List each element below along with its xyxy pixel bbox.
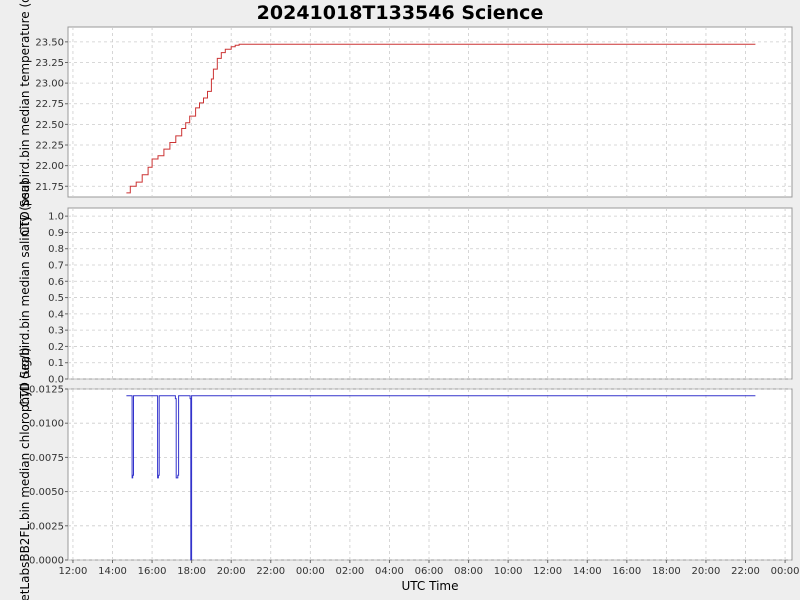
y-tick-label: 0.8 bbox=[48, 244, 64, 255]
y-tick-label: 0.0 bbox=[48, 375, 64, 386]
y-tick-label: 0.0075 bbox=[29, 453, 64, 464]
y-axis-label: CTD Seabird.bin median temperature (de bbox=[18, 0, 32, 236]
y-tick-label: 0.7 bbox=[48, 261, 64, 272]
y-tick-label: 23.25 bbox=[35, 58, 64, 69]
y-tick-label: 0.6 bbox=[48, 277, 64, 288]
x-tick-label: 12:00 bbox=[533, 566, 562, 577]
y-tick-label: 23.00 bbox=[35, 79, 64, 90]
chart-panel-0: 21.75 22.00 22.25 22.50 22.75 23.00 23.25 23.50… bbox=[18, 0, 793, 236]
chart-panel-1: 0.0 0.1 0.2 0.3 0.4 0.5 0.6 0.7 0.8 0.9 1.0 CTD Sea… bbox=[18, 180, 793, 407]
x-tick-label: 04:00 bbox=[375, 566, 404, 577]
y-tick-label: 0.0100 bbox=[29, 419, 64, 430]
plot-area bbox=[67, 207, 793, 380]
y-tick-label: 23.50 bbox=[35, 37, 64, 48]
x-tick-label: 00:00 bbox=[296, 566, 325, 577]
x-tick-label: 12:00 bbox=[59, 566, 88, 577]
y-tick-label: 0.3 bbox=[48, 326, 64, 337]
y-tick-label: 22.25 bbox=[35, 141, 64, 152]
y-tick-label: 22.00 bbox=[35, 161, 64, 172]
y-tick-label: 0.1 bbox=[48, 358, 64, 369]
x-tick-label: 18:00 bbox=[652, 566, 681, 577]
chart-panel-2: 0.0000 0.0025 0.0050 0.0075 0.0100 0.0125etLa… bbox=[18, 347, 793, 600]
plots-group: 21.75 22.00 22.25 22.50 22.75 23.00 23.25 23.50… bbox=[18, 0, 799, 600]
y-tick-label: 0.4 bbox=[48, 309, 64, 320]
y-tick-label: 0.5 bbox=[48, 293, 64, 304]
x-tick-label: 20:00 bbox=[692, 566, 721, 577]
x-tick-label: 22:00 bbox=[731, 566, 760, 577]
y-tick-label: 21.75 bbox=[35, 182, 64, 193]
y-tick-label: 22.75 bbox=[35, 99, 64, 110]
y-axis-label: CTD Seabird.bin median salinity (psu) bbox=[18, 180, 32, 407]
x-tick-label: 18:00 bbox=[177, 566, 206, 577]
y-tick-label: 0.2 bbox=[48, 342, 64, 353]
y-tick-label: 0.0025 bbox=[29, 521, 64, 532]
x-tick-label: 02:00 bbox=[335, 566, 364, 577]
plot-area bbox=[67, 26, 793, 198]
y-tick-label: 0.0125 bbox=[29, 385, 64, 396]
y-tick-label: 22.50 bbox=[35, 120, 64, 131]
x-tick-label: 22:00 bbox=[256, 566, 285, 577]
y-tick-label: 0.0050 bbox=[29, 487, 64, 498]
x-tick-label: 00:00 bbox=[771, 566, 800, 577]
x-axis-label: UTC Time bbox=[402, 579, 459, 593]
x-tick-label: 16:00 bbox=[612, 566, 641, 577]
x-tick-label: 10:00 bbox=[494, 566, 523, 577]
x-tick-label: 20:00 bbox=[217, 566, 246, 577]
x-tick-label: 16:00 bbox=[138, 566, 167, 577]
y-tick-label: 0.0000 bbox=[29, 556, 64, 567]
x-tick-label: 14:00 bbox=[573, 566, 602, 577]
x-tick-label: 08:00 bbox=[454, 566, 483, 577]
y-axis-label: etLabsBB2FL.bin median chlorophyll (ug/l… bbox=[18, 347, 32, 600]
chart-title: 20241018T133546 Science bbox=[257, 2, 544, 24]
x-tick-label: 06:00 bbox=[415, 566, 444, 577]
y-tick-label: 1.0 bbox=[48, 212, 64, 223]
y-tick-label: 0.9 bbox=[48, 228, 64, 239]
x-tick-label: 14:00 bbox=[98, 566, 127, 577]
series-line-0-0 bbox=[126, 43, 756, 194]
plot-area bbox=[67, 388, 793, 561]
